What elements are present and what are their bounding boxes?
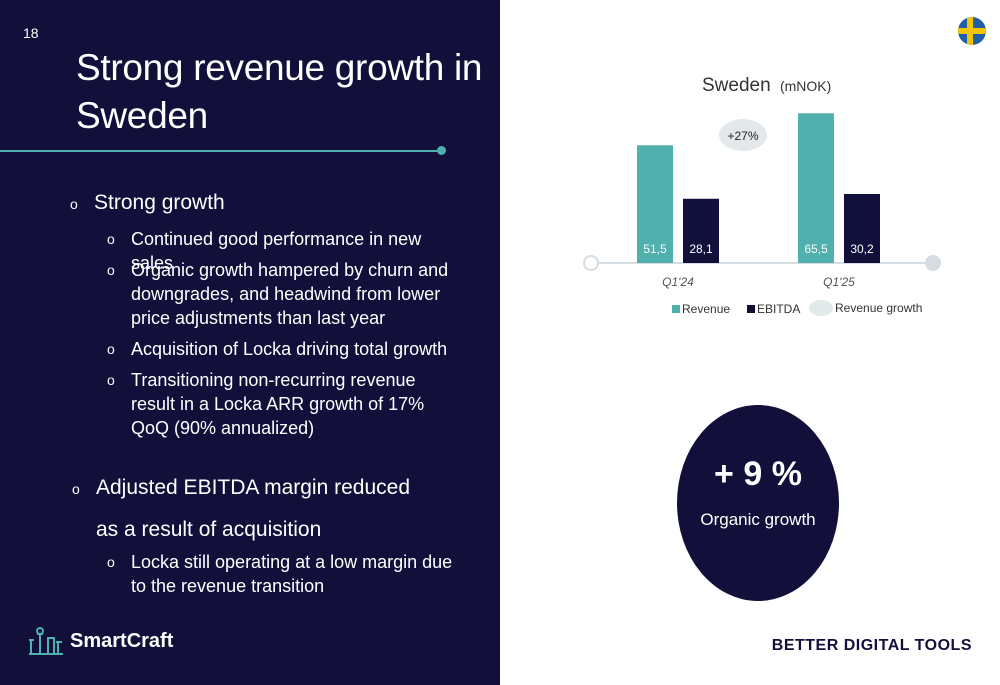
sub-bullet: Transitioning non-recurring revenue resu…	[107, 368, 461, 440]
legend-swatch-revenue	[672, 305, 680, 313]
smartcraft-logo-icon	[29, 627, 63, 655]
organic-growth-circle: + 9 % Organic growth	[677, 405, 839, 601]
legend-swatch-growth	[809, 300, 833, 316]
bar-revenue	[637, 145, 673, 263]
organic-growth-label: Organic growth	[700, 510, 816, 529]
flag-sweden-icon	[958, 17, 986, 45]
bar-ebitda	[844, 193, 880, 263]
tagline: BETTER DIGITAL TOOLS	[771, 637, 972, 654]
bar-revenue	[798, 113, 834, 264]
logo-text: SmartCraft	[70, 629, 174, 652]
bar-value-label: 65,5	[804, 242, 828, 256]
sub-bullet: Locka still operating at a low margin du…	[107, 550, 461, 598]
sub-bullet: Organic growth hampered by churn and dow…	[107, 258, 461, 330]
legend-swatch-ebitda	[747, 305, 755, 313]
title-divider	[0, 150, 440, 152]
chart-title: Sweden (mNOK)	[702, 75, 831, 96]
organic-growth-value: + 9 %	[714, 455, 802, 493]
axis-end-marker	[925, 255, 941, 271]
growth-annotation-bubble	[719, 119, 767, 151]
bar-value-label: 30,2	[850, 242, 874, 256]
legend-label: Revenue	[682, 302, 730, 316]
divider-dot	[437, 146, 446, 155]
slide-title: Strong revenue growth in Sweden	[76, 47, 483, 136]
smartcraft-logo: SmartCraft	[28, 626, 173, 656]
legend-label: Revenue growth	[835, 301, 922, 315]
bullet-strong-growth: Strong growth	[70, 187, 225, 220]
category-label: Q1'25	[823, 275, 855, 289]
revenue-chart: Sweden (mNOK) 51,5 28,1 Q1'24 65,5 30,2 Q1'25…	[583, 75, 941, 316]
legend-label: EBITDA	[757, 302, 800, 316]
bar-ebitda	[683, 198, 719, 263]
growth-annotation-label: +27%	[727, 129, 758, 143]
bar-value-label: 28,1	[689, 242, 713, 256]
bar-value-label: 51,5	[643, 242, 667, 256]
axis-start-marker	[583, 255, 599, 271]
page-number: 18	[23, 25, 39, 41]
category-label: Q1'24	[662, 275, 694, 289]
left-panel: 18 Strong revenue growth in Sweden Stron…	[0, 0, 500, 685]
sub-bullet: Acquisition of Locka driving total growt…	[107, 337, 461, 361]
bullet-ebitda-margin: Adjusted EBITDA margin reduced as a resu…	[72, 467, 426, 551]
